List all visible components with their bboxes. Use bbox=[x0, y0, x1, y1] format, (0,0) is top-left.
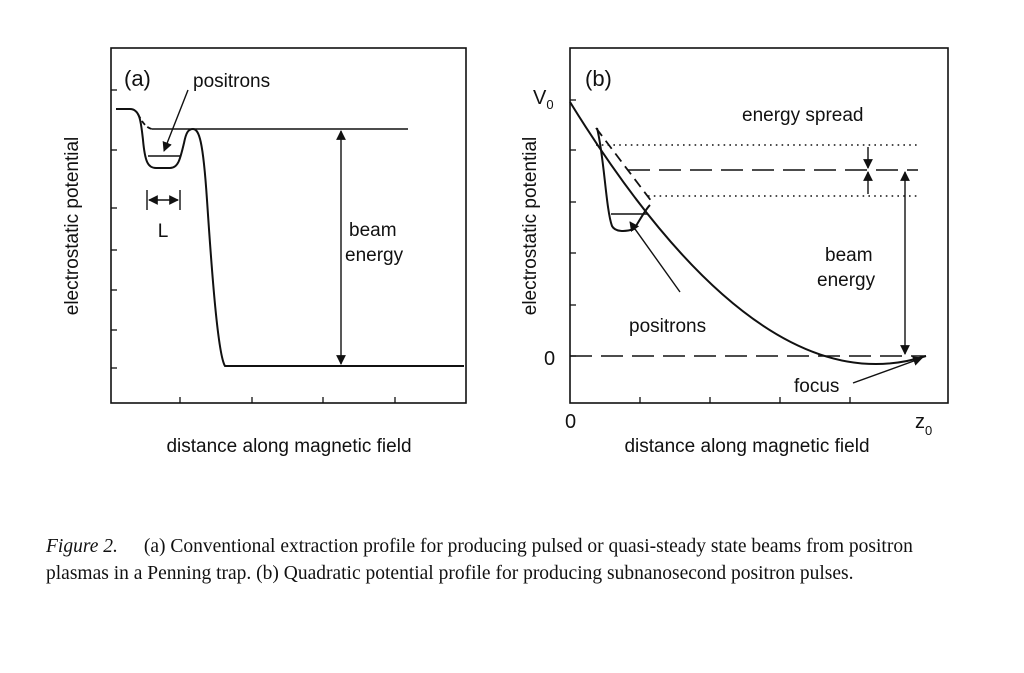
panel-b-beam-energy-label-2: energy bbox=[817, 270, 876, 291]
panel-a-y-ticks bbox=[111, 89, 117, 369]
panel-b-beam-energy-label-1: beam bbox=[825, 245, 873, 266]
panel-b-focus-label: focus bbox=[794, 376, 839, 397]
panel-b-y-axis-label: electrostatic potential bbox=[520, 137, 541, 316]
panel-a-L-label: L bbox=[158, 221, 169, 242]
panel-a-frame bbox=[110, 47, 467, 404]
panel-b-y-zero-tick: 0 bbox=[544, 348, 555, 370]
panel-a-y-axis-label: electrostatic potential bbox=[62, 137, 83, 316]
panel-a-potential-curve bbox=[116, 108, 464, 367]
panel-b-y-ticks bbox=[570, 99, 576, 357]
panel-b-x-ticks bbox=[639, 397, 851, 403]
panel-a-x-axis-label: distance along magnetic field bbox=[166, 436, 411, 457]
panel-b-y-top-tick: V0 bbox=[533, 87, 554, 112]
panel-b-frame bbox=[569, 47, 949, 404]
panel-a-x-ticks bbox=[179, 397, 396, 403]
panel-a-beam-energy-label-2: energy bbox=[345, 245, 404, 266]
panel-b-quadratic-potential bbox=[569, 101, 927, 365]
panel-b: (b) electrostatic potential distance alo… bbox=[520, 47, 949, 457]
panel-a-dashed-edge bbox=[137, 113, 153, 130]
panel-b-x-axis-label: distance along magnetic field bbox=[624, 436, 869, 457]
panel-b-positrons-arrow bbox=[629, 221, 681, 293]
figure-2: (a) electrostatic potential distance alo… bbox=[62, 47, 949, 457]
panel-b-label: (b) bbox=[585, 66, 612, 91]
panel-b-positron-well bbox=[596, 127, 651, 232]
figure-caption-text: (a) Conventional extraction profile for … bbox=[46, 536, 913, 584]
figure-caption-label: Figure 2. bbox=[46, 536, 118, 557]
panel-b-x-zero-tick: 0 bbox=[565, 411, 576, 433]
panel-b-positrons-label: positrons bbox=[629, 316, 706, 337]
panel-b-energy-spread-label: energy spread bbox=[742, 105, 863, 126]
panel-a-positrons-arrow bbox=[162, 89, 189, 152]
panel-a: (a) electrostatic potential distance alo… bbox=[62, 47, 467, 457]
panel-b-focus-arrow bbox=[852, 356, 923, 384]
figure-caption: Figure 2. (a) Conventional extraction pro… bbox=[46, 533, 976, 587]
panel-a-positrons-label: positrons bbox=[193, 71, 270, 92]
panel-b-x-end-tick: z0 bbox=[915, 411, 932, 438]
panel-b-dashed-extension bbox=[595, 127, 653, 203]
panel-a-beam-energy-label-1: beam bbox=[349, 220, 397, 241]
panel-a-label: (a) bbox=[124, 66, 151, 91]
